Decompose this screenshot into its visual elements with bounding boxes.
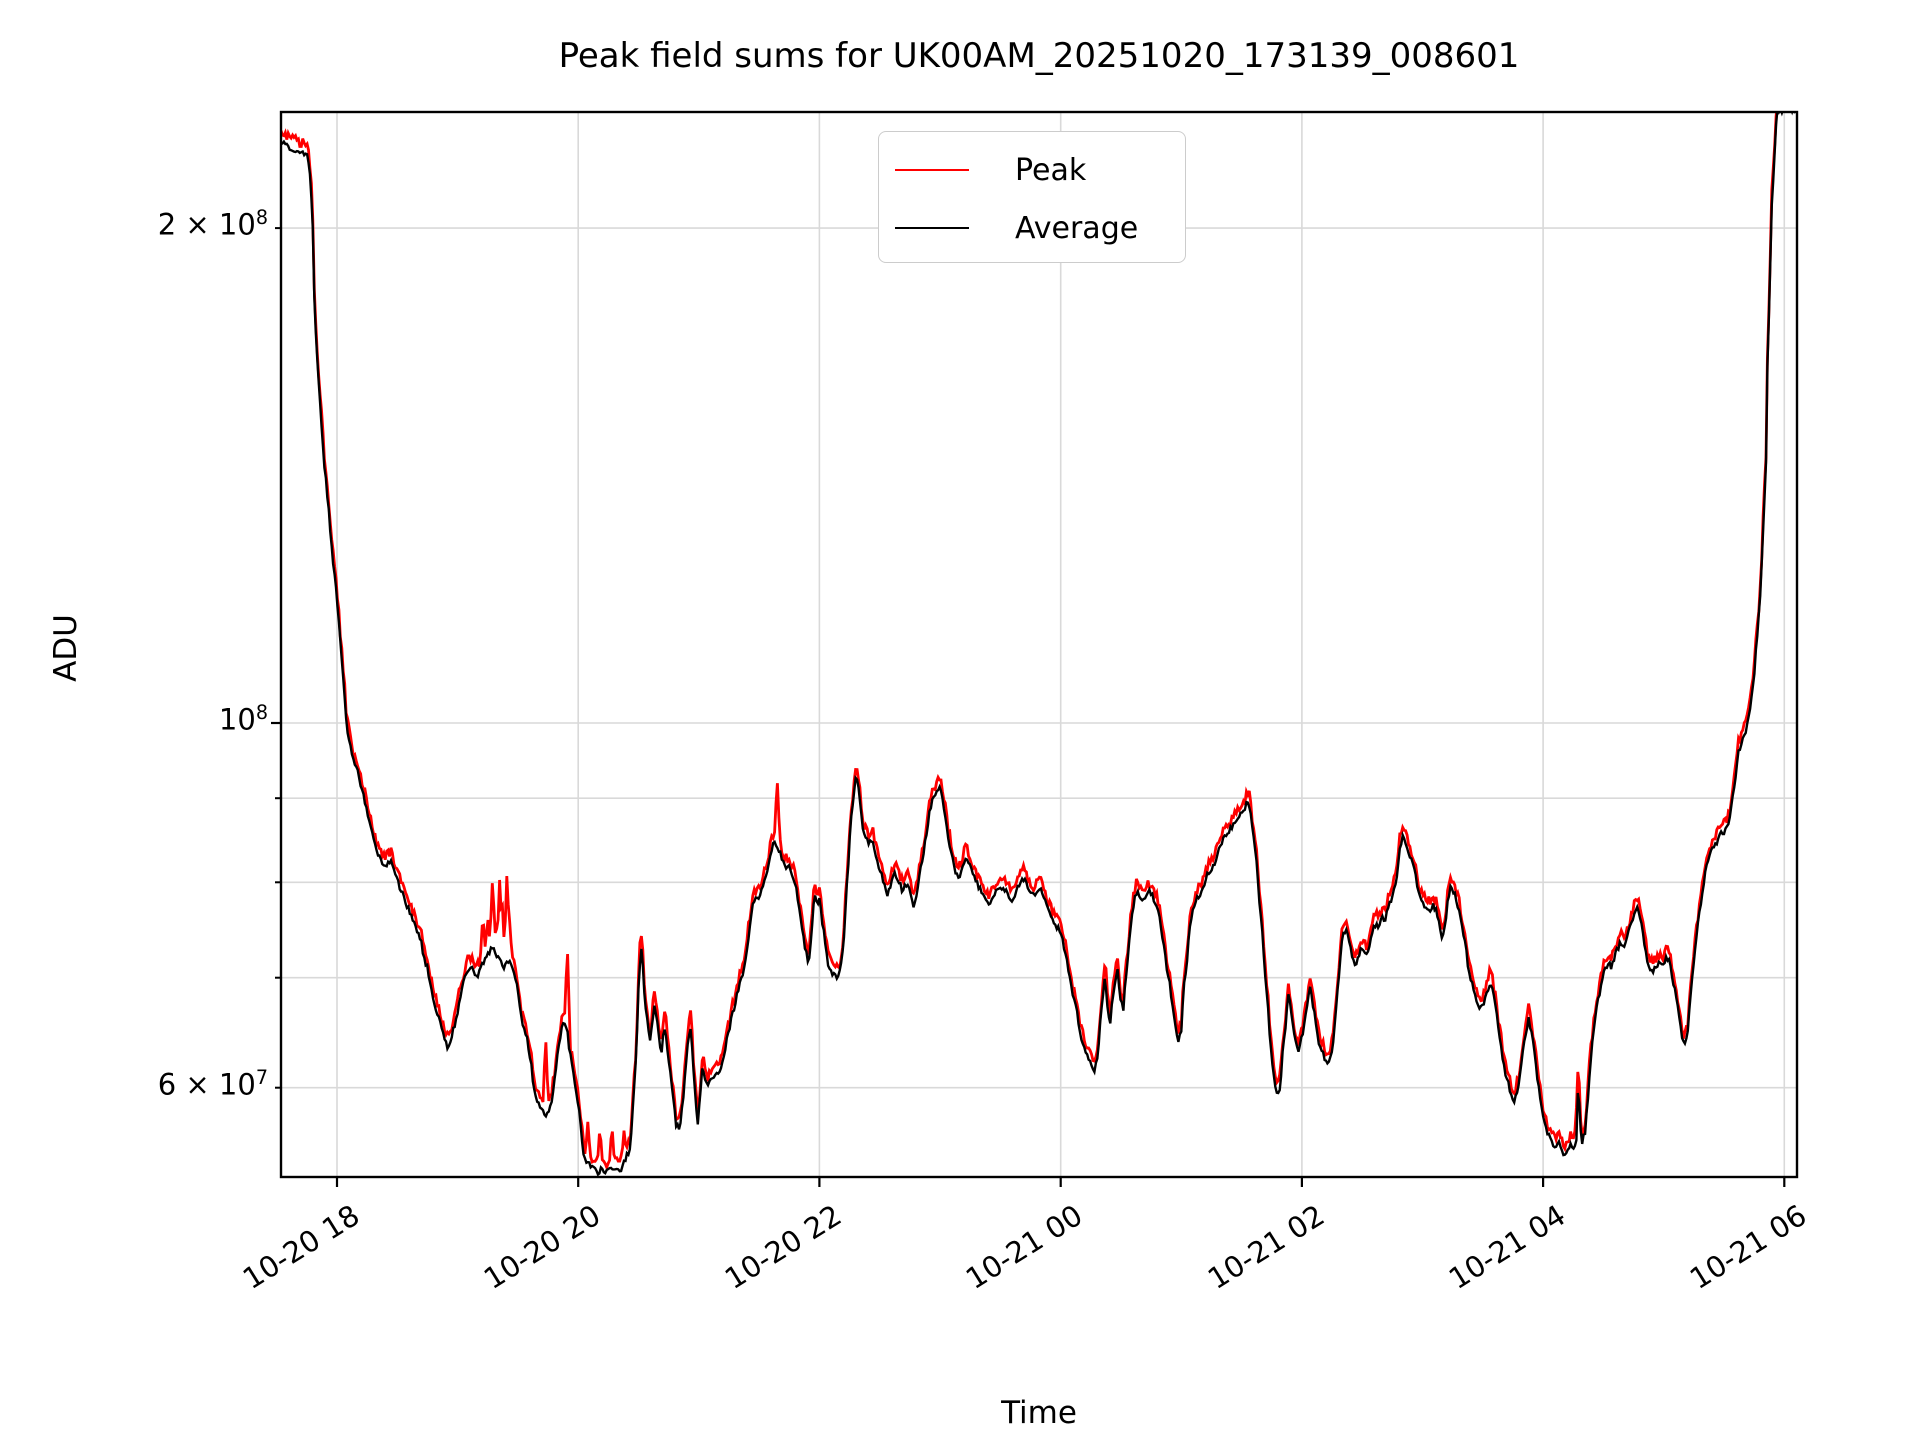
y-tick-label: 6 × 107: [157, 1065, 268, 1102]
legend-item-average: Average: [879, 208, 1185, 248]
y-tick-label: 2 × 108: [157, 206, 268, 242]
average-line: [281, 112, 1796, 1177]
legend: Peak Average: [878, 131, 1186, 263]
peak-line: [281, 112, 1778, 1172]
y-axis-label: ADU: [48, 614, 84, 682]
chart-title: Peak field sums for UK00AM_20251020_1731…: [558, 36, 1520, 76]
legend-label-average: Average: [1015, 210, 1139, 246]
x-axis-label: Time: [1001, 1395, 1077, 1431]
legend-label-peak: Peak: [1015, 152, 1087, 188]
legend-item-peak: Peak: [879, 150, 1185, 190]
average-line-swatch: [895, 227, 969, 229]
y-tick-label: 108: [218, 701, 268, 737]
peak-line-swatch: [895, 169, 969, 171]
